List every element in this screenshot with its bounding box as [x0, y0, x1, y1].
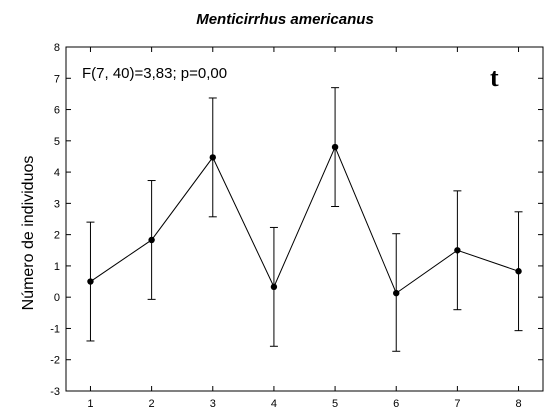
- y-axis-label: Número de individuos: [20, 156, 37, 311]
- y-axis-ticks: -3 -2 -1 0 1 2 3 4 5 6 7 8: [50, 42, 543, 398]
- data-point: [148, 236, 155, 244]
- y-tick-label: 5: [54, 136, 60, 148]
- y-tick-label: 6: [54, 105, 60, 117]
- y-tick-label: -2: [50, 355, 60, 367]
- chart-title: Menticirrhus americanus: [196, 11, 374, 28]
- y-tick-label: 7: [54, 73, 60, 85]
- x-tick-label: 4: [271, 398, 277, 410]
- data-point: [87, 278, 94, 285]
- y-tick-label: 1: [54, 261, 60, 273]
- x-tick-label: 1: [87, 398, 93, 410]
- x-axis-ticks: 1 2 3 4 5 6 7 8: [87, 47, 522, 410]
- y-tick-label: 2: [54, 230, 60, 242]
- stat-annotation: F(7, 40)=3,83; p=0,00: [82, 65, 227, 82]
- x-tick-label: 2: [149, 398, 155, 410]
- data-point: [393, 289, 400, 297]
- x-tick-label: 8: [515, 398, 521, 410]
- panel-label: t: [490, 63, 499, 92]
- y-tick-label: -1: [50, 323, 60, 335]
- y-tick-label: -3: [50, 386, 60, 398]
- series-line: [90, 145, 519, 294]
- y-tick-label: 8: [54, 42, 60, 54]
- data-point: [454, 247, 461, 254]
- data-points: [87, 143, 522, 297]
- y-tick-label: 4: [54, 167, 60, 179]
- data-point: [515, 268, 522, 275]
- x-tick-label: 6: [393, 398, 399, 410]
- error-bars: [86, 87, 523, 352]
- data-point: [331, 143, 339, 151]
- x-tick-label: 5: [332, 398, 338, 410]
- y-tick-label: 3: [54, 198, 60, 210]
- plot-frame: [65, 46, 544, 392]
- data-point: [209, 154, 216, 161]
- x-tick-label: 7: [454, 398, 460, 410]
- y-tick-label: 0: [54, 292, 60, 304]
- x-tick-label: 3: [210, 398, 216, 410]
- data-point: [270, 283, 278, 291]
